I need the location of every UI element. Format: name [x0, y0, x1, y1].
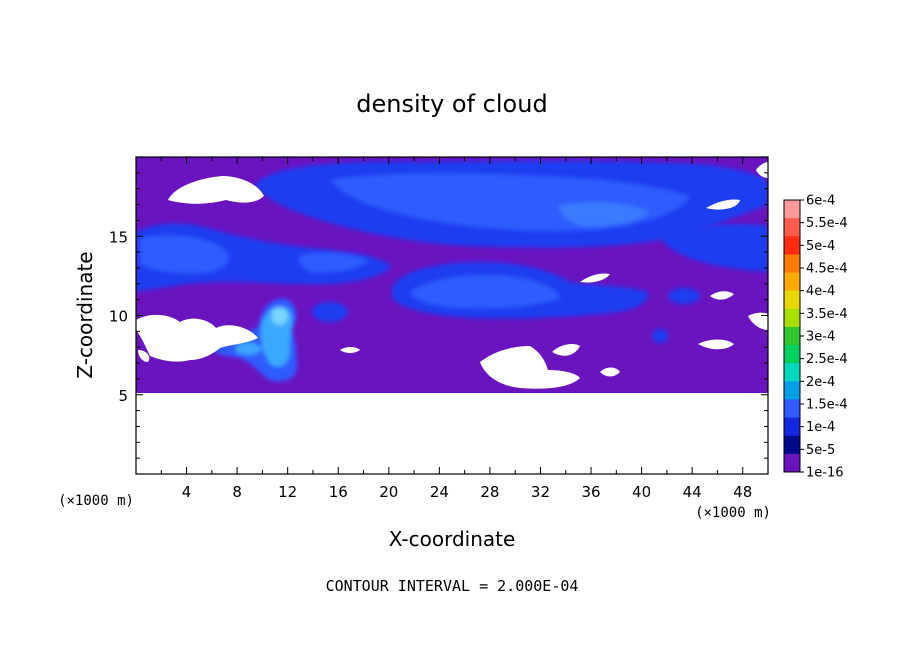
cloud-free-regions — [136, 162, 768, 389]
colorbar-swatch — [784, 417, 800, 437]
convective-cell — [212, 298, 297, 382]
chart-title: density of cloud — [356, 90, 547, 118]
x-tick-label: 16 — [329, 483, 348, 501]
colorbar-swatch — [784, 254, 800, 274]
colorbar-swatch — [784, 381, 800, 400]
x-tick-label: 36 — [581, 483, 600, 501]
colorbar-label: 2.5e-4 — [806, 352, 848, 367]
upper-cloud-layer — [255, 160, 768, 248]
colorbar-swatch — [784, 326, 800, 346]
colorbar-swatch — [784, 218, 800, 237]
small-cloud-patches — [312, 288, 700, 343]
x-tick-label: 20 — [379, 483, 398, 501]
x-tick-label: 40 — [632, 483, 651, 501]
central-cloud-layer — [392, 262, 649, 319]
x-unit-label-left: (×1000 m) — [58, 493, 134, 509]
colorbar-label: 3e-4 — [806, 330, 835, 345]
colorbar-label: 4.5e-4 — [806, 262, 848, 277]
y-tick-label: 15 — [109, 228, 128, 246]
x-tick-label: 12 — [278, 483, 297, 501]
y-tick-label: 10 — [109, 308, 128, 326]
x-tick-label: 28 — [480, 483, 499, 501]
colorbar-swatch — [784, 236, 800, 255]
x-unit-label-right: (×1000 m) — [695, 505, 771, 521]
x-tick-label: 24 — [430, 483, 449, 501]
colorbar-swatch — [784, 453, 800, 473]
colorbar-swatch — [784, 308, 800, 328]
colorbar-swatch — [784, 272, 800, 292]
colorbar-swatch — [784, 345, 800, 364]
x-tick-label: 32 — [531, 483, 550, 501]
x-axis-ticks: 4 8 12 16 20 24 28 32 36 40 44 48 — [160, 157, 769, 501]
colorbar-swatch — [784, 399, 800, 419]
colorbar-label: 1.5e-4 — [806, 398, 848, 413]
colorbar-label: 3.5e-4 — [806, 307, 848, 322]
right-cloud-layer — [660, 224, 768, 272]
colorbar-swatch — [784, 363, 800, 382]
x-tick-label: 48 — [733, 483, 752, 501]
colorbar-label: 5.5e-4 — [806, 216, 848, 231]
colorbar-swatch — [784, 435, 800, 455]
colorbar: 6e-4 5.5e-4 5e-4 4.5e-4 4e-4 3.5e-4 3e-4 2.5e-4… — [783, 194, 848, 481]
colorbar-label: 1e-4 — [806, 420, 835, 435]
x-axis-label: X-coordinate — [389, 527, 516, 551]
clear-lower-region — [136, 393, 768, 474]
x-tick-label: 44 — [683, 483, 702, 501]
y-axis-ticks: 5 10 15 — [109, 172, 768, 459]
colorbar-label: 5e-5 — [806, 443, 835, 458]
colorbar-label: 6e-4 — [806, 194, 835, 209]
density-field — [136, 157, 768, 474]
y-axis-label: Z-coordinate — [73, 251, 97, 378]
colorbar-label: 2e-4 — [806, 375, 835, 390]
colorbar-label: 4e-4 — [806, 284, 835, 299]
y-tick-label: 5 — [118, 387, 128, 405]
colorbar-swatch — [784, 200, 800, 219]
colorbar-swatch — [784, 290, 800, 310]
x-tick-label: 8 — [232, 483, 242, 501]
colorbar-label: 1e-16 — [806, 466, 844, 481]
left-mid-cloud-layer — [136, 223, 392, 292]
contour-interval-note: CONTOUR INTERVAL = 2.000E-04 — [326, 577, 579, 595]
colorbar-label: 5e-4 — [806, 239, 835, 254]
x-tick-label: 4 — [182, 483, 192, 501]
